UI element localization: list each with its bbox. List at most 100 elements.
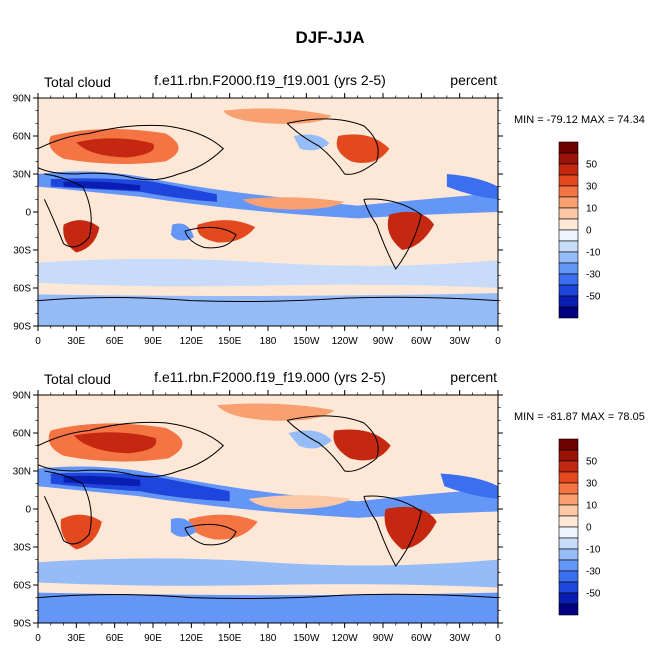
panel-1-coast-antarctica bbox=[38, 296, 498, 303]
panel-2-x-tick-label: 120E bbox=[180, 633, 204, 644]
panel-2-y-tick-label: 90S bbox=[13, 619, 31, 630]
panel-1-x-tick-label: 0 bbox=[495, 336, 501, 347]
panel-2-x-tick-label: 60E bbox=[106, 633, 124, 644]
panel-2-colorbar-box bbox=[558, 603, 579, 616]
panel-2-axes: 0 30E 60E 90E 120E 150E 180 150W 120W 90W 60W 30W 09… bbox=[13, 390, 503, 644]
panel-2-coast-australia bbox=[184, 523, 237, 546]
panel-2-red-arctic bbox=[216, 403, 335, 421]
panel-1-x-tick-label: 120E bbox=[180, 336, 204, 347]
panel-2-blue-npacific bbox=[288, 430, 332, 449]
panel-2-red-australia bbox=[188, 514, 258, 540]
panel-2-y-tick-label: 90N bbox=[13, 391, 31, 402]
panel-1-colorbar-box bbox=[558, 174, 579, 187]
panel-1-x-tick-label: 30W bbox=[449, 336, 470, 347]
panel-2-south-band bbox=[38, 558, 498, 588]
panel-1-y-tick-label: 30S bbox=[13, 246, 31, 257]
panel-1-colorbar-label: 30 bbox=[586, 182, 598, 193]
panel-1-x-tick-label: 120W bbox=[332, 336, 359, 347]
panel-2-y-tick-label: 0 bbox=[25, 505, 31, 516]
panel-2-colorbar-label: 50 bbox=[586, 457, 598, 468]
panel-1-coast-eurasia bbox=[38, 124, 225, 181]
panel-2: Total cloud f.e11.rbn.F2000.f19_f19.000 … bbox=[13, 369, 645, 644]
panel-1-blue-center bbox=[63, 181, 141, 191]
panel-1: Total cloud f.e11.rbn.F2000.f19_f19.001 … bbox=[13, 72, 645, 347]
panel-1-colorbar-box bbox=[558, 251, 579, 264]
panel-1-colorbar-box bbox=[558, 163, 579, 176]
panel-2-stats: MIN = -81.87 MAX = 78.05 bbox=[514, 411, 645, 423]
panel-1-stats: MIN = -79.12 MAX = 74.34 bbox=[514, 114, 645, 126]
panel-2-x-tick-label: 0 bbox=[495, 633, 501, 644]
panel-1-axes: 0 30E 60E 90E 120E 150E 180 150W 120W 90W 60W 30W 09… bbox=[13, 93, 503, 347]
panel-1-center-title: f.e11.rbn.F2000.f19_f19.001 (yrs 2-5) bbox=[154, 72, 386, 88]
panel-2-coast-eurasia bbox=[38, 421, 225, 478]
panel-1-coast-namerica bbox=[286, 118, 379, 175]
panel-2-center-title: f.e11.rbn.F2000.f19_f19.000 (yrs 2-5) bbox=[154, 369, 386, 385]
panel-2-colorbar-label: -30 bbox=[586, 567, 601, 578]
panel-2-colorbar-box bbox=[558, 592, 579, 605]
panel-2-red-america bbox=[333, 429, 391, 461]
panel-1-contours bbox=[38, 108, 498, 326]
panel-2-y-tick-label: 60S bbox=[13, 581, 31, 592]
panel-1-colorbar-box bbox=[558, 240, 579, 253]
panel-1-red-core bbox=[76, 138, 155, 158]
panel-1-colorbar-box bbox=[558, 306, 579, 319]
panel-2-y-tick-label: 60N bbox=[13, 429, 31, 440]
panel-1-coast-samerica bbox=[363, 198, 422, 270]
panel-2-x-tick-label: 90W bbox=[373, 633, 394, 644]
panel-1-red-pacific bbox=[242, 197, 345, 210]
panel-1-coast-africa bbox=[43, 173, 92, 248]
panel-2-left-title: Total cloud bbox=[44, 371, 111, 387]
panel-2-colorbar-box bbox=[558, 482, 579, 495]
panel-2-red-samerica bbox=[384, 506, 437, 550]
panel-2-red-core bbox=[73, 432, 157, 454]
panel-2-colorbar-label: 0 bbox=[586, 523, 592, 534]
panel-2-colorbar-label: -50 bbox=[586, 589, 601, 600]
panel-2-colorbar-label: 30 bbox=[586, 479, 598, 490]
panel-2-colorbar-box bbox=[558, 581, 579, 594]
panel-2-x-tick-label: 60W bbox=[411, 633, 432, 644]
panel-1-colorbar-box bbox=[558, 185, 579, 198]
panel-1-y-tick-label: 0 bbox=[25, 208, 31, 219]
panel-1-x-tick-label: 150E bbox=[218, 336, 242, 347]
panel-2-colorbar-label: -10 bbox=[586, 545, 601, 556]
panel-1-colorbar-label: 50 bbox=[586, 160, 598, 171]
panel-2-x-tick-label: 150E bbox=[218, 633, 242, 644]
panel-2-map bbox=[38, 395, 498, 623]
panel-1-y-tick-label: 60S bbox=[13, 284, 31, 295]
panel-1-colorbar-box bbox=[558, 273, 579, 286]
panel-2-x-tick-label: 90E bbox=[144, 633, 162, 644]
panel-1-blue-atlantic bbox=[446, 174, 498, 200]
panel-2-antarctic bbox=[38, 592, 498, 623]
panel-2-red-pacific bbox=[248, 495, 352, 509]
panel-1-right-title: percent bbox=[450, 72, 497, 88]
panel-1-coast-australia bbox=[184, 226, 237, 249]
panel-1-x-tick-label: 60E bbox=[106, 336, 124, 347]
figure-title: DJF-JJA bbox=[296, 28, 365, 47]
panel-2-x-tick-label: 120W bbox=[332, 633, 359, 644]
panel-2-colorbar-box bbox=[558, 548, 579, 561]
panel-2-blue-indian bbox=[170, 518, 197, 537]
panel-1-colorbar-box bbox=[558, 218, 579, 231]
panel-2-x-tick-label: 150W bbox=[293, 633, 320, 644]
panel-1-colorbar-box bbox=[558, 196, 579, 209]
panel-1-colorbar: 50 30 10 0 -10 -30 -50 bbox=[558, 141, 601, 319]
panel-2-colorbar-label: 10 bbox=[586, 501, 598, 512]
panel-1-x-tick-label: 90W bbox=[373, 336, 394, 347]
panel-2-colorbar-box bbox=[558, 460, 579, 473]
panel-2-coast-namerica bbox=[286, 415, 379, 472]
panel-2-colorbar-box bbox=[558, 526, 579, 539]
panel-1-y-tick-label: 30N bbox=[13, 170, 31, 181]
panel-2-colorbar-box bbox=[558, 449, 579, 462]
panel-2-y-tick-label: 30N bbox=[13, 467, 31, 478]
panel-1-y-tick-label: 60N bbox=[13, 132, 31, 143]
panel-1-blue-npacific bbox=[293, 134, 330, 151]
panel-2-colorbar-box bbox=[558, 471, 579, 484]
panel-2-blue-atlantic bbox=[440, 473, 498, 499]
panel-2-colorbar: 50 30 10 0 -10 -30 -50 bbox=[558, 438, 601, 616]
panel-2-contours bbox=[38, 403, 498, 623]
panel-1-x-tick-label: 90E bbox=[144, 336, 162, 347]
panel-1-red-samerica bbox=[387, 211, 435, 250]
panel-1-colorbar-box bbox=[558, 262, 579, 275]
panel-1-y-tick-label: 90N bbox=[13, 94, 31, 105]
